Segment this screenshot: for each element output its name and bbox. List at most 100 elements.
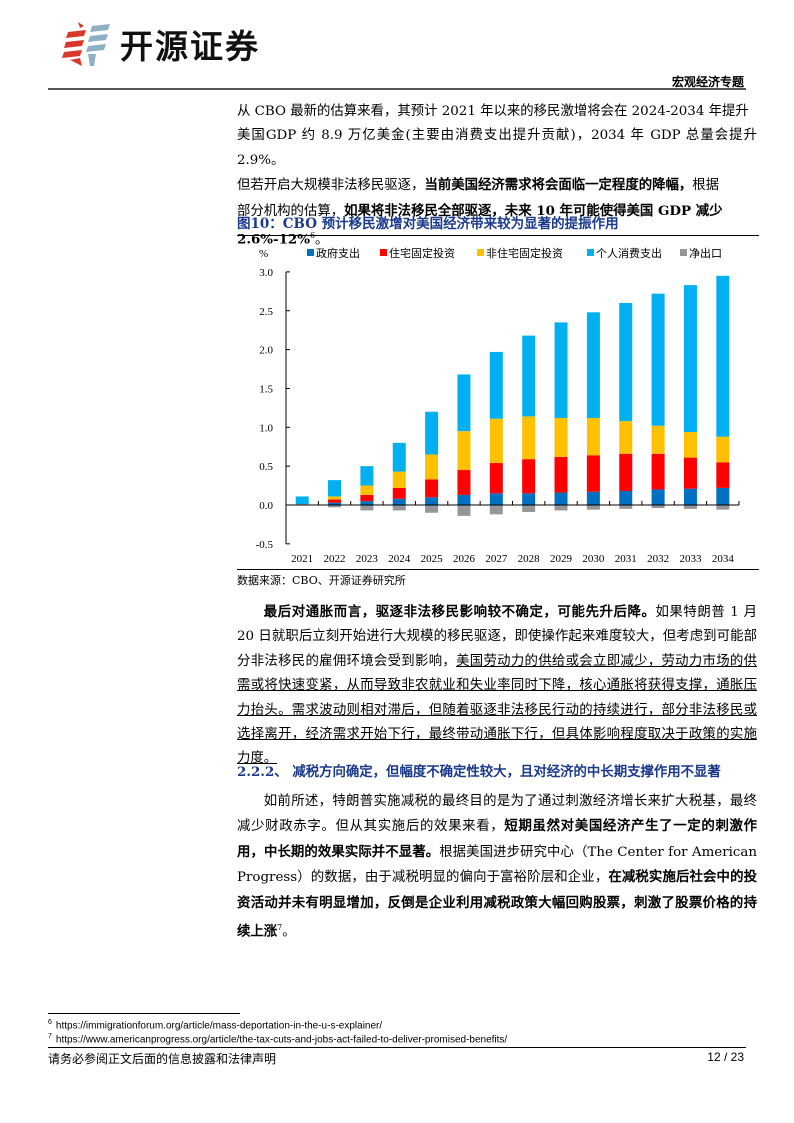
bar-segment	[716, 505, 730, 510]
bar-segment	[716, 436, 730, 463]
bar-segment	[295, 496, 309, 505]
bar-segment	[425, 454, 439, 480]
bar-segment	[457, 374, 471, 432]
bar-segment	[457, 505, 471, 516]
text: 如前所述，特朗普实施减税的最终目的是为了通过刺激经济增长来扩大税基，最终减少财政…	[237, 794, 757, 835]
legend-label: 净出口	[689, 246, 722, 260]
bar-segment	[328, 480, 342, 497]
bar-segment	[651, 489, 665, 505]
bar-segment	[360, 466, 374, 486]
y-tick-label: 3.0	[259, 267, 273, 279]
footnote-link[interactable]: https://www.americanprogress.org/article…	[55, 1034, 508, 1046]
bar-segment	[328, 502, 342, 505]
legend-label: 非住宅固定投资	[486, 246, 563, 260]
bold-text: 如果将非法移民全部驱逐，未来 10 年可能使得美国 GDP 减少	[344, 202, 723, 219]
company-logo: 开源证券	[62, 20, 260, 68]
figure-bottom-rule	[237, 569, 759, 570]
footer-divider	[48, 1047, 746, 1048]
footnote-7: 7 https://www.americanprogress.org/articl…	[48, 1033, 507, 1045]
bar-segment	[522, 505, 536, 512]
bar-segment	[651, 293, 665, 426]
text: 根据美国进步研究中心（The Center for American Progr…	[237, 844, 757, 886]
bar-segment	[586, 455, 600, 492]
logo-mark-icon	[62, 20, 112, 68]
y-tick-label: 0.0	[259, 500, 273, 512]
footnote-divider	[48, 1013, 240, 1014]
figure-top-rule	[237, 235, 759, 236]
legend-swatch	[380, 249, 387, 256]
figure-source: 数据来源：CBO、开源证券研究所	[237, 574, 406, 587]
stacked-bar-chart: % 政府支出 住宅固定投资 非住宅固定投资 个人消费支出 净出口 3.0 2.5 2.0 1.5 1…	[256, 246, 740, 565]
footnote-number: 7	[48, 1033, 52, 1040]
x-tick-label: 2031	[615, 553, 637, 565]
bar-segment	[554, 322, 568, 418]
bar-segment	[554, 456, 568, 493]
x-tick-label: 2025	[421, 553, 444, 565]
text: 。	[282, 924, 296, 940]
legend-swatch	[477, 249, 484, 256]
bar-segment	[683, 488, 697, 505]
text-line: 从 CBO 最新的估算来看，其预计 2021 年以来的移民激增将会在 2024-…	[237, 104, 749, 119]
bar-segment	[457, 494, 471, 505]
underlined-text: 美国劳动力的供给或会立即减少，劳动力市场的供需或将快速变紧，从而导致非农就业和失…	[237, 653, 758, 767]
bar-segment	[619, 302, 633, 422]
brand-name: 开源证券	[120, 27, 260, 66]
bar-segment	[392, 442, 406, 472]
text-line: 部分机构的估算，	[237, 203, 345, 219]
bar-segment	[425, 497, 439, 505]
x-tick-label: 2023	[356, 553, 379, 565]
intro-paragraph: 从 CBO 最新的估算来看，其预计 2021 年以来的移民激增将会在 2024-…	[237, 100, 757, 253]
y-tick-label: 2.0	[259, 345, 273, 357]
bar-segment	[522, 493, 536, 505]
legend-label: 个人消费支出	[596, 246, 662, 260]
page-number: 12 / 23	[707, 1050, 744, 1064]
bar-segment	[360, 501, 374, 505]
x-tick-label: 2024	[388, 553, 411, 565]
bar-segment	[651, 453, 665, 490]
bar-segment	[619, 421, 633, 454]
bar-segment	[586, 505, 600, 510]
text-line: 美国GDP 约 8.9 万亿美金(主要由消费支出提升贡献)，2034 年 GDP…	[237, 128, 757, 168]
footnote-6: 6 https://immigrationforum.org/article/ma…	[48, 1019, 382, 1031]
bar-segment	[716, 462, 730, 488]
bar-segment	[554, 492, 568, 505]
y-tick-label: 1.0	[259, 422, 273, 434]
bar-segment	[425, 479, 439, 498]
x-tick-label: 2032	[647, 553, 669, 565]
bold-text: 在减税实施后社会中的投资活动并未有明显增加，反倒是企业利用减税政策大幅回购股票，…	[237, 869, 757, 940]
bar-segment	[392, 505, 406, 511]
bar-segment	[554, 505, 568, 511]
bar-segment	[457, 470, 471, 495]
inflation-paragraph: 最后对通胀而言，驱逐非法移民影响较不确定，可能先升后降。如果特朗普 1 月 20…	[237, 600, 757, 772]
footnote-ref-7[interactable]: 7	[277, 923, 283, 933]
footnote-link[interactable]: https://immigrationforum.org/article/mas…	[55, 1020, 383, 1032]
y-tick-label: -0.5	[256, 539, 274, 551]
section-tag: 宏观经济专题	[671, 75, 744, 89]
bar-segment	[586, 491, 600, 505]
bar-segment	[392, 498, 406, 505]
bar-segment	[489, 493, 503, 505]
x-tick-label: 2027	[485, 553, 508, 565]
bold-text: 当前美国经济需求将会面临一定程度的降幅，	[424, 177, 693, 194]
text-line: 。	[315, 232, 329, 248]
bar-segment	[392, 471, 406, 488]
y-tick-label: 0.5	[259, 461, 273, 473]
bar-segment	[457, 431, 471, 471]
bar-segment	[489, 463, 503, 494]
legend-label: 住宅固定投资	[389, 246, 455, 260]
footer-disclaimer: 请务必参阅正文后面的信息披露和法律声明	[48, 1052, 277, 1066]
y-tick-label: 1.5	[259, 383, 273, 395]
bar-segment	[522, 335, 536, 417]
x-tick-label: 2022	[324, 553, 346, 565]
bar-segment	[651, 505, 665, 509]
header-divider	[48, 88, 746, 90]
x-tick-label: 2033	[679, 553, 702, 565]
bar-segment	[360, 494, 374, 502]
bar-segment	[683, 457, 697, 489]
y-tick-label: 2.5	[259, 306, 273, 318]
tax-paragraph: 如前所述，特朗普实施减税的最终目的是为了通过刺激经济增长来扩大税基，最终减少财政…	[237, 790, 757, 945]
bold-text: 最后对通胀而言，驱逐非法移民影响较不确定，可能先升后降。	[263, 604, 656, 620]
text-line: 根据	[692, 178, 720, 194]
bar-segment	[554, 417, 568, 457]
section-heading: 2.2.2、 减税方向确定，但幅度不确定性较大，且对经济的中长期支撑作用不显著	[237, 764, 721, 780]
